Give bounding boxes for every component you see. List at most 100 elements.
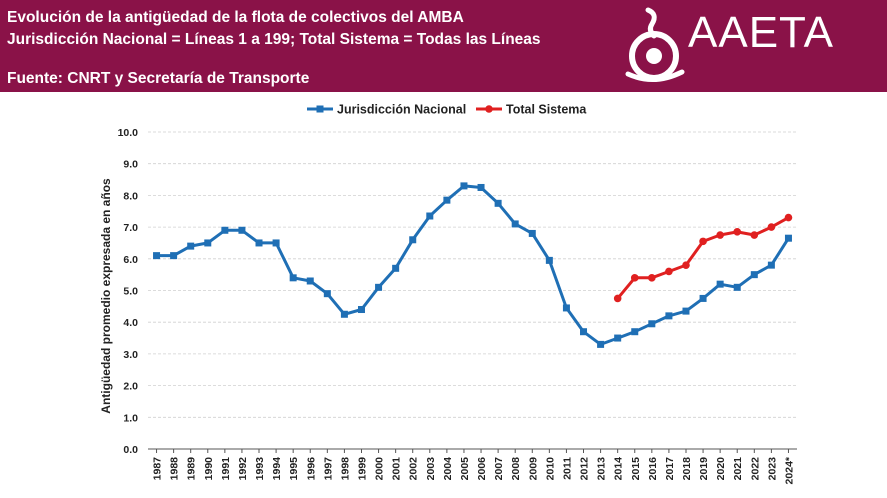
data-point (187, 242, 195, 250)
data-point (272, 239, 280, 247)
y-axis-label: Antigüedad promedio expresada en años (99, 178, 113, 414)
legend: Jurisdicción Nacional Total Sistema (307, 103, 587, 117)
x-tick-label: 1996 (305, 457, 317, 481)
data-point (153, 252, 161, 260)
data-point (170, 252, 178, 260)
x-tick-label: 2012 (579, 457, 591, 481)
data-point (750, 231, 759, 239)
x-tick-label: 2006 (476, 457, 488, 481)
data-point (699, 294, 707, 302)
x-tick-label: 2008 (510, 457, 522, 481)
x-tick-label: 1987 (152, 457, 164, 481)
legend-label: Jurisdicción Nacional (337, 103, 466, 117)
x-tick-label: 1990 (203, 457, 215, 481)
y-tick-label: 2.0 (123, 381, 138, 393)
x-tick-label: 2011 (561, 457, 573, 480)
data-point (767, 261, 775, 269)
data-point (682, 261, 690, 269)
data-point (306, 277, 314, 285)
data-point (699, 237, 707, 246)
x-tick-label: 2005 (459, 457, 471, 481)
x-tick-label: 2019 (698, 457, 710, 481)
y-tick-label: 9.0 (123, 159, 138, 171)
data-point (443, 196, 451, 204)
y-tick-label: 4.0 (123, 317, 138, 329)
x-tick-label: 1999 (356, 457, 368, 481)
x-tick-label: 1993 (254, 457, 266, 481)
data-point (494, 199, 502, 207)
y-tick-label: 8.0 (123, 190, 138, 202)
y-tick-label: 7.0 (123, 222, 138, 234)
data-point (597, 340, 605, 348)
y-tick-label: 6.0 (123, 254, 138, 266)
aaeta-logo: AAETA (618, 6, 878, 86)
y-tick-label: 10.0 (118, 127, 139, 139)
series-group (153, 182, 793, 348)
legend-marker (316, 105, 324, 113)
x-tick-label: 2003 (425, 457, 437, 481)
x-tick-label: 1995 (288, 457, 300, 481)
data-point (648, 320, 656, 328)
data-point (767, 223, 776, 231)
x-tick-label: 2014 (613, 457, 625, 481)
data-point (614, 334, 622, 342)
data-point (511, 220, 519, 228)
series-2 (613, 213, 793, 303)
x-tick-label: 2002 (408, 457, 420, 481)
data-point (460, 182, 468, 190)
data-point (733, 283, 741, 291)
data-point (357, 306, 365, 314)
x-tick-label: 1989 (186, 457, 198, 481)
x-tick-label: 1988 (169, 457, 181, 481)
header-banner: Evolución de la antigüedad de la flota d… (0, 0, 887, 92)
data-point (682, 307, 690, 315)
data-point (545, 256, 553, 264)
data-point (648, 274, 656, 282)
x-tick-label: 1992 (237, 457, 249, 481)
bus-wheel-icon (625, 7, 685, 82)
y-tick-label: 3.0 (123, 349, 138, 361)
data-point (716, 231, 724, 239)
data-point (716, 280, 724, 288)
data-point (733, 228, 742, 236)
series-1 (153, 182, 792, 348)
x-tick-label: 2009 (527, 457, 539, 481)
logo-text: AAETA (688, 8, 835, 57)
x-tick-label: 2022 (749, 457, 761, 481)
data-point (580, 328, 588, 336)
data-point (255, 239, 263, 247)
data-point (562, 304, 570, 312)
x-tick-label: 2007 (493, 457, 505, 481)
data-point (289, 274, 297, 282)
data-point (613, 294, 622, 303)
data-point (665, 267, 673, 276)
x-tick-label: 2015 (630, 457, 642, 481)
x-tick-label: 2000 (374, 457, 386, 481)
data-point (323, 290, 331, 298)
x-tick-label: 1991 (220, 457, 232, 481)
x-tick-label: 2021 (732, 457, 744, 481)
x-tick-label: 1997 (322, 457, 334, 481)
line-chart: Jurisdicción Nacional Total Sistema 0.0 1.… (99, 103, 797, 484)
data-point (750, 271, 758, 279)
data-point (409, 236, 417, 244)
chart-title: Evolución de la antigüedad de la flota d… (7, 9, 464, 26)
data-point (221, 226, 229, 234)
legend-label: Total Sistema (506, 103, 587, 117)
data-point (238, 226, 246, 234)
x-tick-label: 2024* (783, 456, 795, 484)
data-point (784, 234, 792, 242)
data-point (630, 274, 639, 282)
legend-marker (485, 105, 493, 113)
x-tick-label: 2013 (596, 457, 608, 481)
data-point (528, 229, 536, 237)
y-axis-ticks: 0.0 1.0 2.0 3.0 4.0 5.0 6.0 7.0 8.0 9.0 10.0 (118, 127, 139, 456)
x-tick-label: 1998 (339, 457, 351, 481)
source-note: Fuente: CNRT y Secretaría de Transporte (7, 70, 310, 87)
y-tick-label: 1.0 (123, 412, 138, 424)
x-tick-label: 2010 (544, 457, 556, 481)
series-line (156, 184, 790, 346)
x-tick-label: 2004 (442, 457, 454, 481)
x-tick-label: 2018 (681, 457, 693, 481)
data-point (392, 264, 400, 272)
